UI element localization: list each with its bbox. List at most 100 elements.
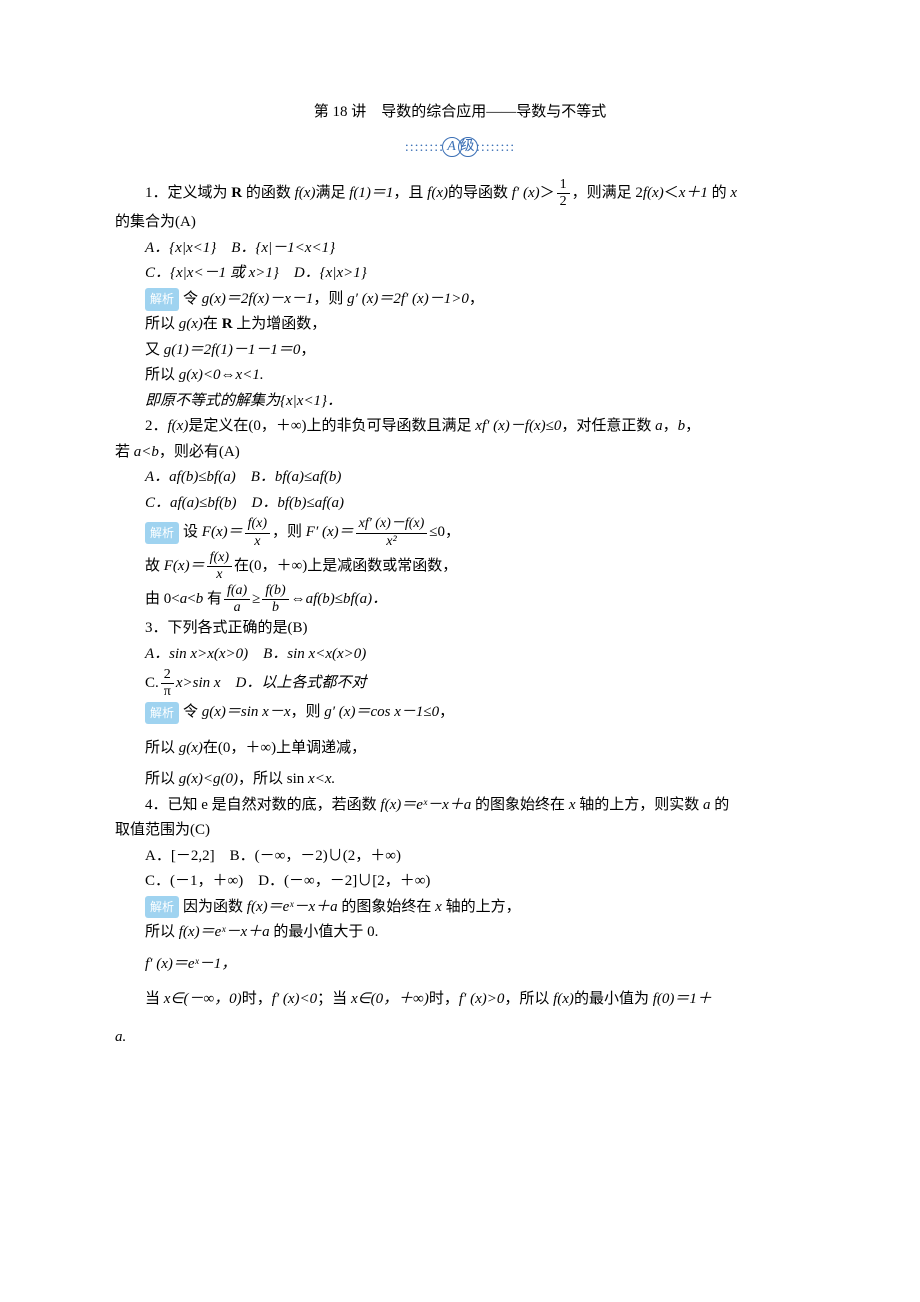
t: x∈(0，＋∞) xyxy=(351,991,429,1007)
t: 轴的上方， xyxy=(442,899,521,915)
frac: f(x)x xyxy=(245,516,270,549)
t: 当 xyxy=(145,991,164,1007)
t: f(x)＝eˣ－x＋a xyxy=(247,899,338,915)
t: 在(0，＋∞)上单调递减， xyxy=(203,740,366,756)
q3-sol1: 解析令 g(x)＝sin x－x，则 g′ (x)＝cos x－1≤0， xyxy=(115,700,805,726)
q1-sol2: 所以 g(x)在 R 上为增函数， xyxy=(115,312,805,338)
t: 在 xyxy=(203,316,222,332)
page: 第 18 讲 导数的综合应用——导数与不等式 ::::::::A级:::::::… xyxy=(0,0,920,1302)
q1-sol4: 所以 g(x)<0⇔x<1. xyxy=(115,363,805,389)
t: g(x)＝2f(x)－x－1 xyxy=(202,291,314,307)
t: ， xyxy=(663,418,678,434)
analysis-tag: 解析 xyxy=(145,702,179,724)
analysis-tag: 解析 xyxy=(145,522,179,544)
t: g(x) xyxy=(179,740,203,756)
q4-sol2: 所以 f(x)＝eˣ－x＋a 的最小值大于 0. xyxy=(115,920,805,946)
t: g(x) xyxy=(179,316,203,332)
q2-option-cd: C．af(a)≤bf(b) D．bf(b)≤af(a) xyxy=(115,491,805,517)
t: ， xyxy=(439,704,454,720)
q4-sol3: f′ (x)＝eˣ－1， xyxy=(115,952,805,978)
t: 因为函数 xyxy=(183,899,247,915)
t: 2． xyxy=(145,418,168,434)
t: xf′ (x)－f(x)≤0 xyxy=(475,418,561,434)
t: b xyxy=(678,418,686,434)
num: f(x) xyxy=(207,550,232,567)
t: 4．已知 e 是自然对数的底，若函数 xyxy=(145,797,380,813)
q4-stem-line1: 4．已知 e 是自然对数的底，若函数 f(x)＝eˣ－x＋a 的图象始终在 x … xyxy=(115,793,805,819)
q2-sol2: 故 F(x)＝f(x)x在(0，＋∞)上是减函数或常函数， xyxy=(115,550,805,583)
t: x xyxy=(435,899,442,915)
t: f(0)＝1＋ xyxy=(653,991,712,1007)
t: < xyxy=(187,591,195,607)
t: x>sin x D．以上各式都不对 xyxy=(176,675,367,691)
den: x² xyxy=(356,534,428,550)
q4-option-ab: A．[－2,2] B．(－∞，－2)∪(2，＋∞) xyxy=(115,844,805,870)
t: x＋1 xyxy=(679,185,708,201)
t: ，则满足 2 xyxy=(572,185,643,201)
t: 轴的上方，则实数 xyxy=(575,797,703,813)
num: 1 xyxy=(557,177,570,194)
t: f′ (x)>0 xyxy=(459,991,504,1007)
frac-half: 12 xyxy=(557,177,570,210)
q2-stem-line2: 若 a<b，则必有(A) xyxy=(115,440,805,466)
t: f(x) xyxy=(643,185,664,201)
t: ，则必有(A) xyxy=(159,444,240,460)
q2-option-ab: A．af(b)≤bf(a) B．bf(a)≤af(b) xyxy=(115,465,805,491)
q3-sol3: 所以 g(x)<g(0)，所以 sin x<x. xyxy=(115,767,805,793)
t: 所以 xyxy=(145,771,179,787)
den: π xyxy=(161,684,174,700)
t: 上为增函数， xyxy=(233,316,327,332)
t: 有 xyxy=(203,591,222,607)
t: f′ (x) xyxy=(512,185,540,201)
t: ⇔ xyxy=(221,367,236,383)
t: R xyxy=(222,316,233,332)
t: ， xyxy=(300,342,315,358)
t: 在(0，＋∞)上是减函数或常函数， xyxy=(234,558,457,574)
t: 的图象始终在 xyxy=(338,899,436,915)
q4-option-cd: C．(－1，＋∞) D．(－∞，－2]∪[2，＋∞) xyxy=(115,869,805,895)
den: b xyxy=(262,600,288,616)
t: f(x) xyxy=(168,418,189,434)
t: 的图象始终在 xyxy=(471,797,569,813)
q3-sol2: 所以 g(x)在(0，＋∞)上单调递减， xyxy=(115,736,805,762)
num: xf′ (x)－f(x) xyxy=(356,516,428,533)
t: g(x)<0 xyxy=(179,367,221,383)
q3-option-ab: A．sin x>x(x>0) B．sin x<x(x>0) xyxy=(115,642,805,668)
t: 1．定义域为 xyxy=(145,185,231,201)
num: f(x) xyxy=(245,516,270,533)
t: x xyxy=(730,185,737,201)
t: a<b xyxy=(134,444,159,460)
q2-sol1: 解析设 F(x)＝f(x)x，则 F′ (x)＝xf′ (x)－f(x)x²≤0… xyxy=(115,516,805,549)
q2-sol3: 由 0<a<b 有f(a)a≥f(b)b⇔af(b)≤bf(a)． xyxy=(115,583,805,616)
frac: xf′ (x)－f(x)x² xyxy=(356,516,428,549)
q3-stem: 3．下列各式正确的是(B) xyxy=(115,616,805,642)
t: x∈(－∞，0) xyxy=(164,991,242,1007)
den: a xyxy=(224,600,250,616)
q1-sol3: 又 g(1)＝2f(1)－1－1＝0， xyxy=(115,338,805,364)
q4-sol4: 当 x∈(－∞，0)时，f′ (x)<0；当 x∈(0，＋∞)时，f′ (x)>… xyxy=(115,987,805,1013)
den: x xyxy=(245,534,270,550)
t: 若 xyxy=(115,444,134,460)
t: f(x)＝eˣ－x＋a xyxy=(179,924,270,940)
t: f(x) xyxy=(553,991,574,1007)
num: f(b) xyxy=(262,583,288,600)
t: ，则 xyxy=(272,525,306,541)
t: 令 xyxy=(183,704,202,720)
t: g(x)＝sin x－x xyxy=(202,704,291,720)
level-badge: ::::::::A级:::::::: xyxy=(115,136,805,160)
t: f′ (x)<0 xyxy=(272,991,317,1007)
t: 的导函数 xyxy=(448,185,512,201)
t: ，且 xyxy=(393,185,427,201)
t: ， xyxy=(469,291,484,307)
num: 2 xyxy=(161,667,174,684)
t: 时， xyxy=(429,991,459,1007)
t: x<1. xyxy=(236,367,264,383)
frac: f(x)x xyxy=(207,550,232,583)
q4-sol5: a. xyxy=(115,1025,805,1051)
lecture-title: 第 18 讲 导数的综合应用——导数与不等式 xyxy=(115,100,805,126)
t: ；当 xyxy=(317,991,351,1007)
q3-option-cd: C.2πx>sin x D．以上各式都不对 xyxy=(115,667,805,700)
den: 2 xyxy=(557,194,570,210)
analysis-tag: 解析 xyxy=(145,288,179,310)
t: ≥ xyxy=(252,591,260,607)
